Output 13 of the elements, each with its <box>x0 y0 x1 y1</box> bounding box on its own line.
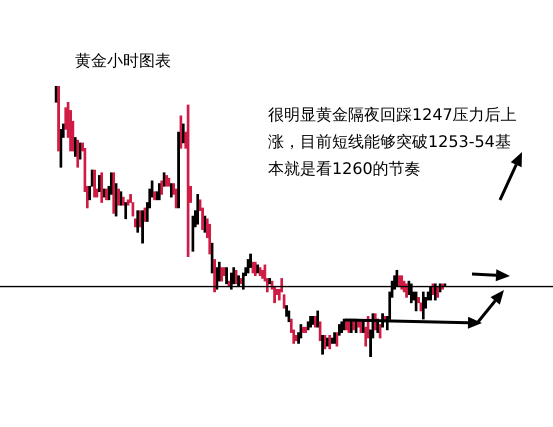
candlestick <box>436 286 440 298</box>
candlestick <box>112 172 116 214</box>
candlestick <box>225 267 228 284</box>
candlestick <box>136 210 140 233</box>
candlestick <box>153 191 156 200</box>
chart-title: 黄金小时图表 <box>75 50 171 72</box>
candlestick <box>134 218 137 228</box>
candlestick <box>381 313 384 328</box>
annotation: 很明显黄金隔夜回踩1247压力后上涨，目前短线能够突破1253-54基本就是看1260的节奏 <box>268 104 518 180</box>
candlestick <box>76 140 80 168</box>
candlestick <box>333 332 336 344</box>
candlestick <box>124 202 128 220</box>
candlestick <box>177 132 180 208</box>
